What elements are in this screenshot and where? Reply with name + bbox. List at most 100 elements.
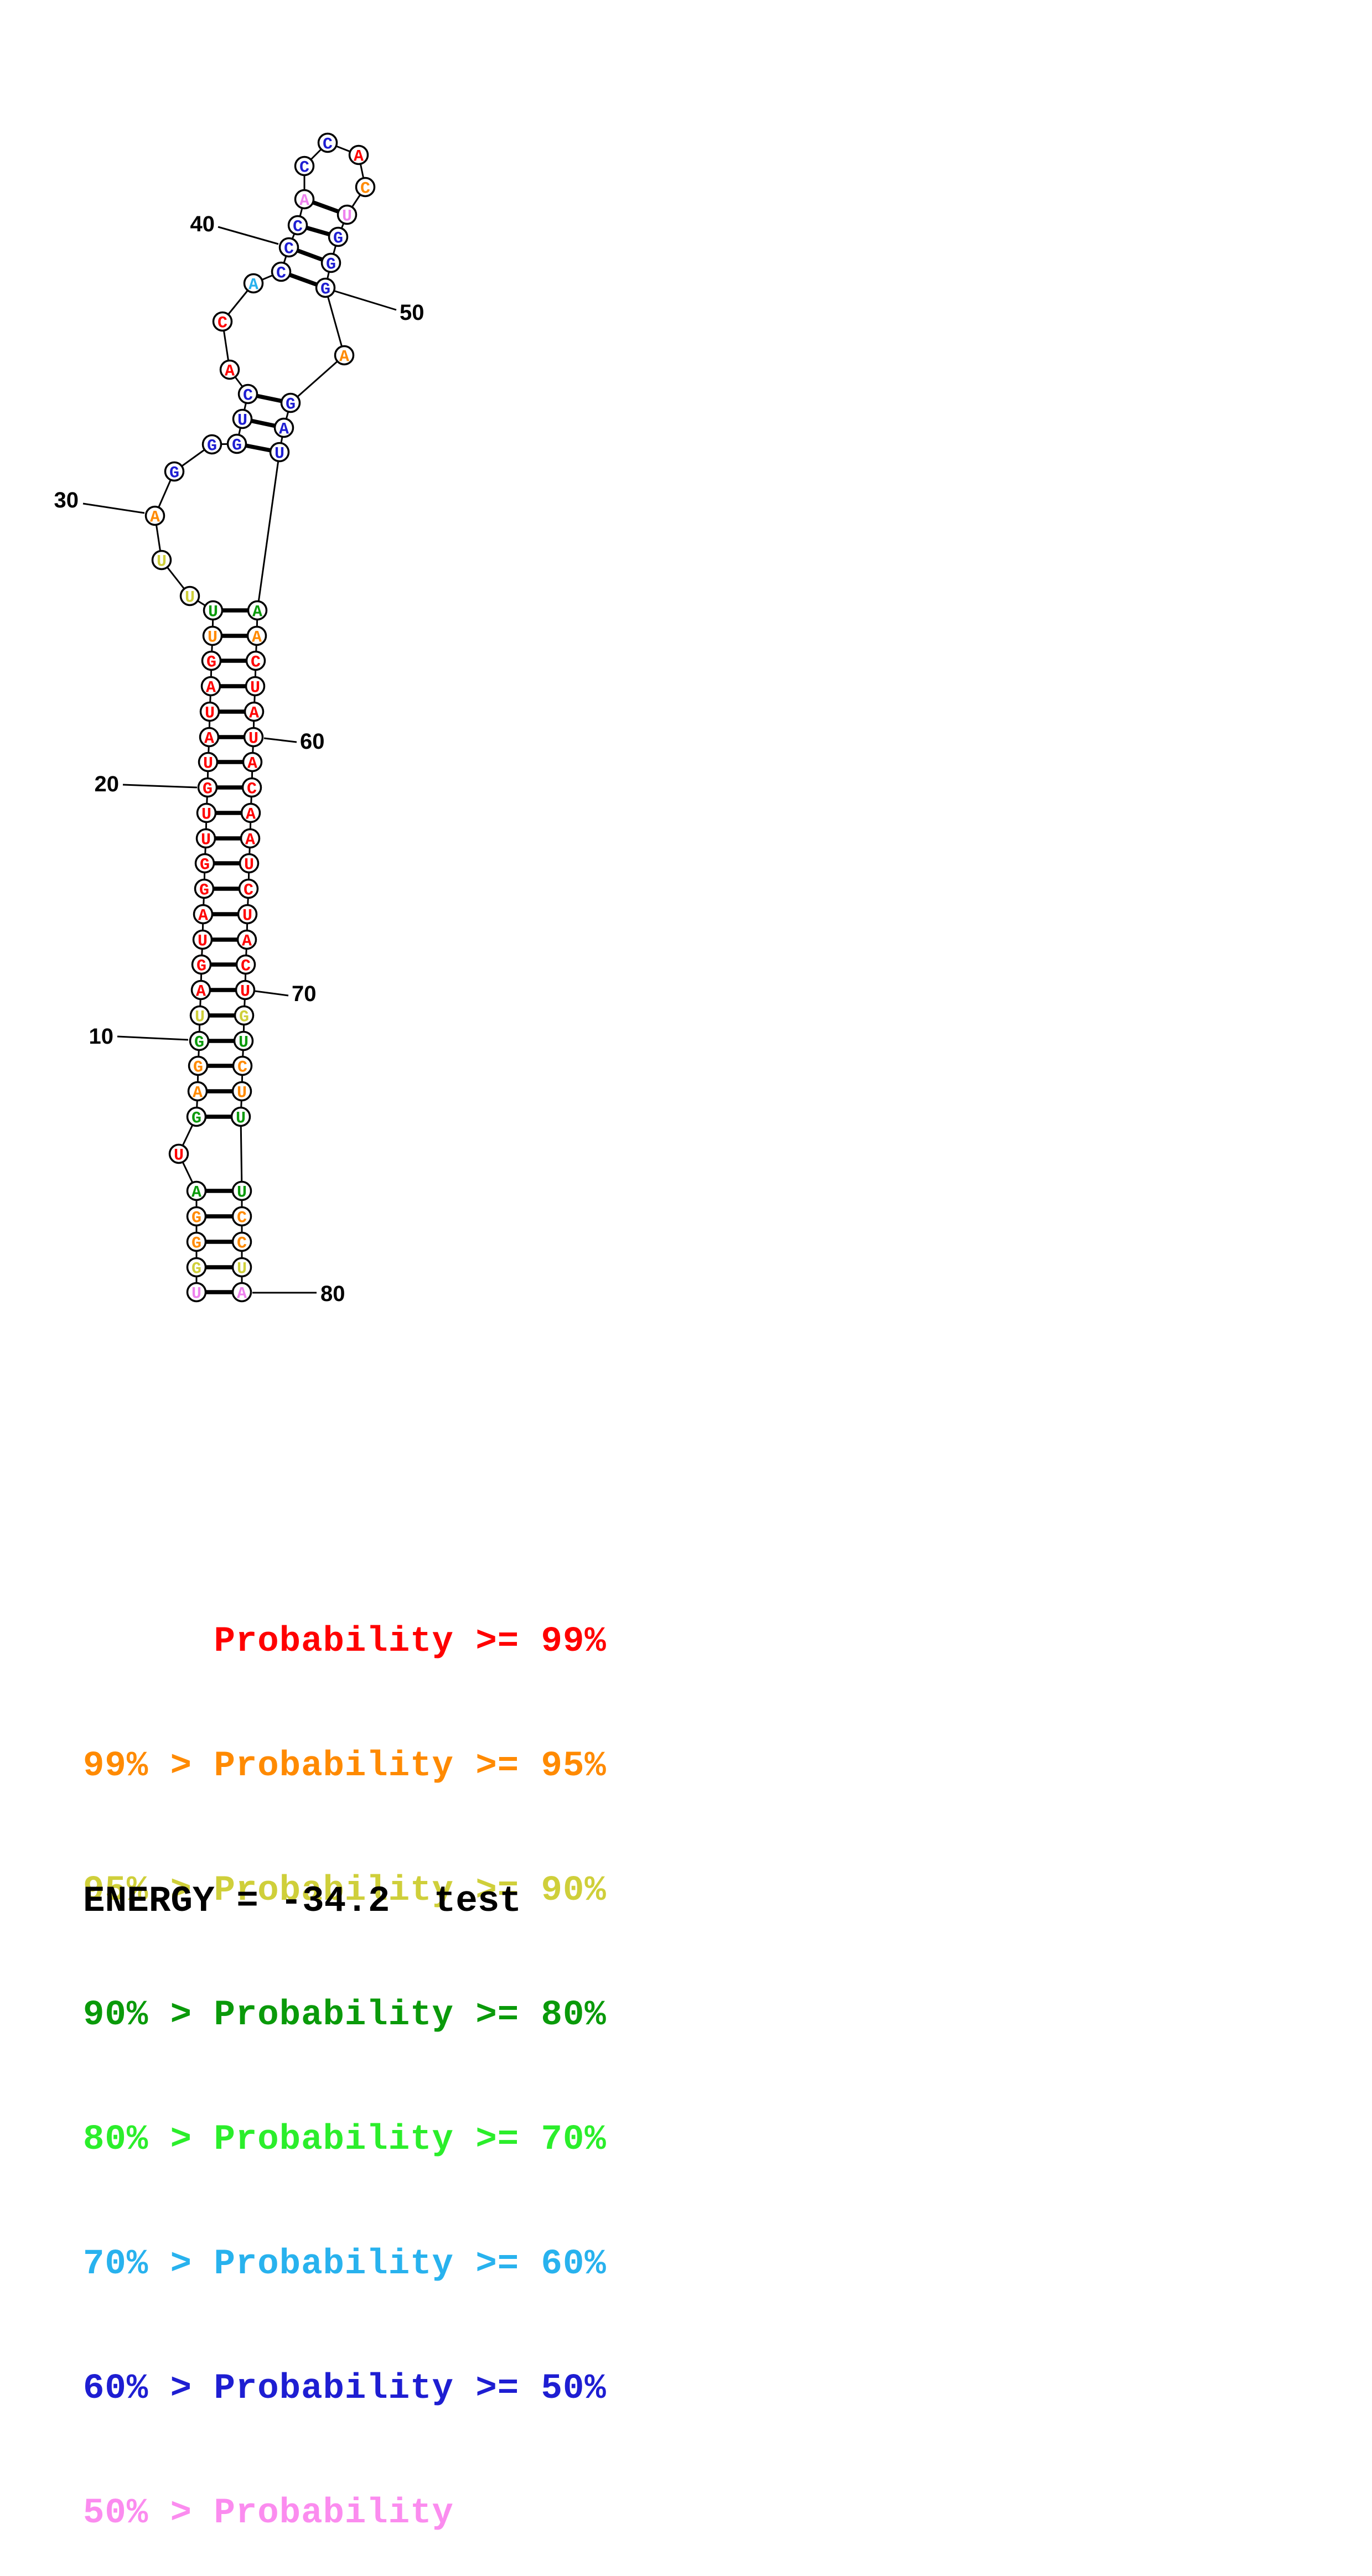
- legend-row-ge50: 60% > Probability >= 50%: [83, 2369, 607, 2409]
- nucleotide-letter: C: [237, 1235, 247, 1253]
- nucleotide-letter: C: [251, 654, 261, 672]
- position-label-line: [263, 737, 297, 743]
- nucleotide-letter: A: [191, 1184, 201, 1203]
- nucleotide-circle: [226, 433, 247, 454]
- nucleotide-letter: C: [243, 387, 253, 406]
- nucleotide-circle: [287, 215, 308, 236]
- nucleotide-letter: C: [276, 265, 286, 283]
- nucleotide-letter: A: [252, 603, 262, 622]
- nucleotide-letter: C: [241, 957, 251, 976]
- nucleotide-letter: G: [191, 1235, 201, 1253]
- nucleotide-letter: G: [196, 957, 206, 976]
- nucleotide-23-U: U: [199, 701, 220, 723]
- nucleotide-22-A: A: [199, 727, 220, 749]
- nucleotide-1-U: U: [186, 1282, 207, 1304]
- nucleotide-43-C: C: [294, 156, 315, 178]
- nucleotide-42-A: A: [294, 189, 315, 211]
- nucleotide-37-C: C: [212, 311, 233, 333]
- nucleotide-letter: C: [299, 159, 309, 178]
- nucleotide-letter: G: [203, 780, 213, 799]
- nucleotide-circle: [199, 701, 220, 722]
- nucleotide-letter: A: [279, 421, 289, 439]
- nucleotide-circle: [191, 954, 212, 975]
- nucleotide-34-U: U: [232, 408, 253, 431]
- position-label-line: [117, 1035, 189, 1041]
- nucleotide-41-C: C: [287, 215, 308, 237]
- nucleotide-2-G: G: [186, 1257, 207, 1279]
- position-label-text: 40: [190, 212, 215, 236]
- legend-row-ge95: 99% > Probability >= 95%: [83, 1746, 607, 1786]
- nucleotide-58-U: U: [245, 676, 266, 698]
- nucleotide-circle: [151, 550, 172, 571]
- nucleotide-80-A: A: [231, 1282, 252, 1304]
- nucleotide-letter: A: [339, 348, 349, 367]
- nucleotide-33-G: G: [226, 433, 247, 455]
- nucleotide-30-A: A: [144, 505, 165, 527]
- nucleotide-circle: [235, 954, 256, 975]
- nucleotide-55-A: A: [247, 600, 268, 622]
- nucleotide-7-G: G: [186, 1106, 207, 1128]
- nucleotide-letter: U: [239, 1034, 248, 1053]
- nucleotide-circle: [234, 1005, 255, 1026]
- nucleotide-letter: U: [244, 856, 254, 875]
- nucleotide-letter: U: [242, 907, 252, 926]
- position-label-line: [255, 990, 289, 997]
- nucleotide-67-U: U: [237, 904, 258, 926]
- nucleotide-letter: U: [208, 603, 218, 622]
- nucleotide-circle: [189, 1030, 210, 1051]
- nucleotide-60-U: U: [243, 727, 264, 749]
- nucleotide-63-A: A: [240, 802, 261, 825]
- nucleotide-5-A: A: [186, 1180, 207, 1203]
- nucleotide-circle: [186, 1180, 207, 1201]
- nucleotide-circle: [230, 1106, 251, 1127]
- nucleotide-letter: U: [275, 445, 284, 464]
- nucleotide-28-U: U: [179, 585, 200, 608]
- nucleotide-17-G: G: [194, 853, 215, 875]
- position-label-text: 50: [400, 300, 424, 325]
- nucleotide-79-U: U: [231, 1257, 252, 1279]
- position-label-text: 30: [54, 488, 79, 512]
- nucleotide-circle: [186, 1106, 207, 1127]
- nucleotide-circle: [237, 904, 258, 925]
- nucleotide-76-U: U: [231, 1180, 252, 1203]
- nucleotide-78-C: C: [231, 1231, 252, 1253]
- legend-row-ge80: 90% > Probability >= 80%: [83, 1996, 607, 2035]
- nucleotide-circle: [194, 878, 215, 899]
- nucleotide-73-C: C: [232, 1055, 253, 1077]
- nucleotide-circle: [231, 1231, 252, 1252]
- nucleotide-circle: [231, 1081, 252, 1102]
- nucleotide-circle: [212, 311, 233, 332]
- nucleotide-letter: G: [191, 1260, 201, 1279]
- nucleotide-circle: [294, 189, 315, 210]
- nucleotide-6-U: U: [168, 1143, 189, 1165]
- nucleotide-letter: A: [204, 730, 214, 749]
- nucleotide-circle: [197, 777, 218, 798]
- nucleotide-letter: C: [323, 136, 333, 154]
- legend-row-ge90: 95% > Probability >= 90%: [83, 1871, 607, 1911]
- position-label-20: 20: [95, 772, 198, 796]
- nucleotide-letter: U: [237, 412, 247, 431]
- nucleotide-circle: [199, 727, 220, 748]
- backbone-segment: [324, 287, 345, 356]
- nucleotide-circle: [190, 979, 211, 1001]
- nucleotide-circle: [233, 1030, 254, 1051]
- nucleotide-letter: G: [199, 882, 209, 900]
- position-label-text: 20: [95, 772, 120, 796]
- nucleotide-circle: [195, 828, 216, 849]
- position-label-text: 60: [300, 729, 325, 754]
- nucleotide-51-A: A: [334, 345, 355, 367]
- nucleotide-circle: [194, 853, 215, 874]
- nucleotide-circle: [244, 701, 265, 722]
- nucleotide-letter: C: [284, 240, 294, 259]
- nucleotide-44-C: C: [317, 132, 338, 154]
- nucleotide-50-G: G: [315, 277, 336, 299]
- nucleotide-10-G: G: [189, 1030, 210, 1053]
- nucleotide-70-U: U: [235, 979, 256, 1002]
- nucleotide-letter: A: [193, 1084, 203, 1103]
- nucleotide-circle: [317, 132, 338, 153]
- nucleotide-circle: [231, 1257, 252, 1278]
- nucleotide-circle: [202, 625, 223, 646]
- nucleotide-39-C: C: [271, 261, 292, 283]
- nucleotide-circle: [179, 585, 200, 607]
- nucleotide-letter: U: [237, 1084, 247, 1103]
